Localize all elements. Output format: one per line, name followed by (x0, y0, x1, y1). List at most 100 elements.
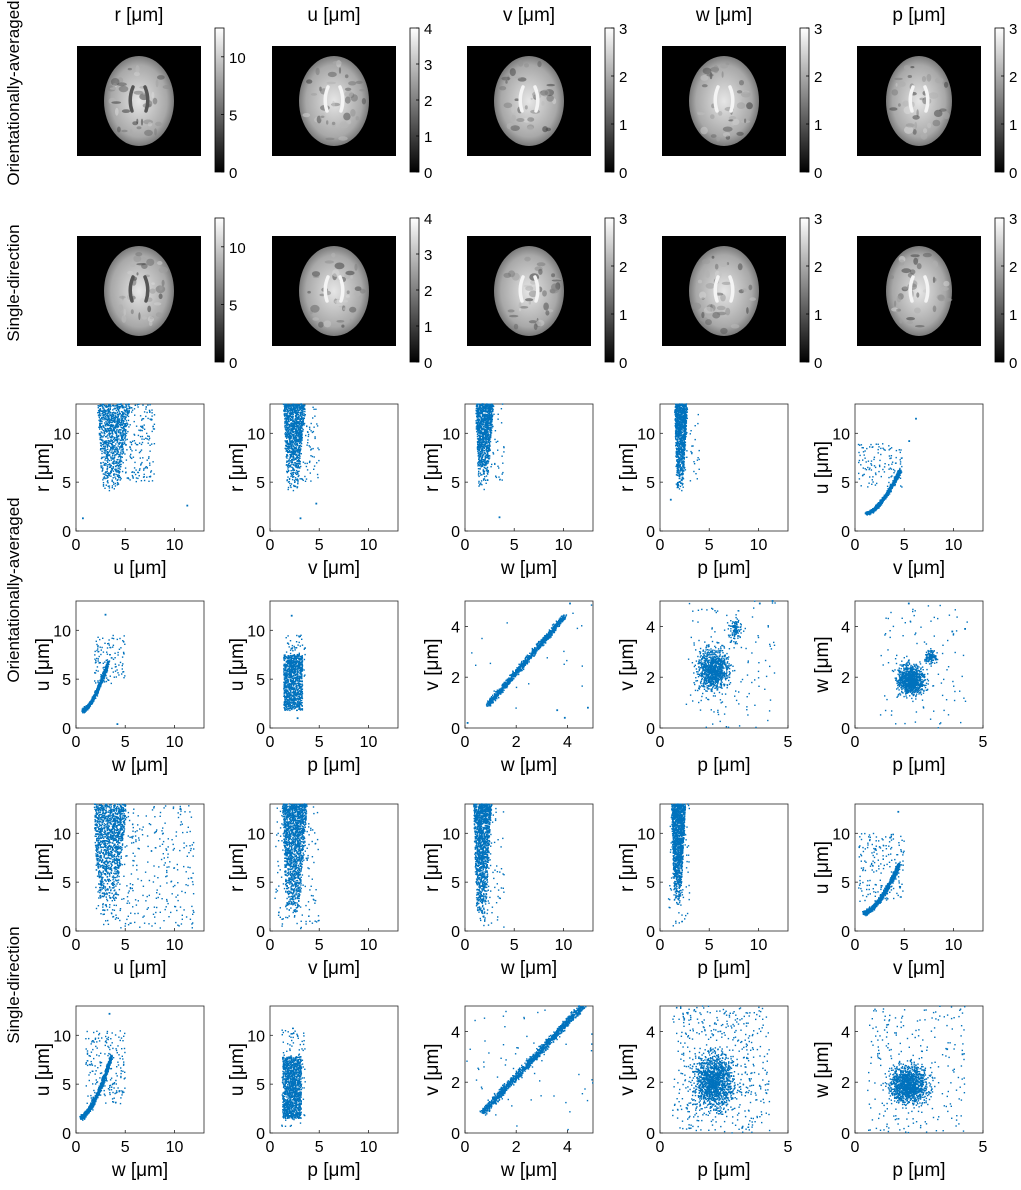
scatter-point (679, 407, 680, 408)
x-axis-label: w [μm] (500, 558, 557, 579)
scatter-point (478, 485, 479, 486)
scatter-point (684, 467, 685, 468)
scatter-point (697, 460, 698, 461)
scatter-point (682, 444, 683, 445)
scatter-point (106, 457, 107, 458)
scatter-point (300, 438, 301, 439)
colorbar-tick-label: 5 (229, 107, 237, 124)
scatter-point (104, 478, 105, 479)
scatter-point (108, 459, 109, 460)
scatter-point (124, 433, 125, 434)
scatter-point (687, 411, 688, 412)
scatter-point (125, 472, 126, 473)
scatter-point (481, 444, 482, 445)
scatter-point (484, 414, 485, 415)
scatter-point (107, 415, 108, 416)
scatter-point (485, 444, 486, 445)
x-tick-label: 0 (656, 537, 665, 554)
scatter-point (492, 452, 493, 453)
scatter-point (480, 424, 481, 425)
scatter-point (119, 407, 120, 408)
scatter-point (503, 451, 504, 452)
scatter-point (479, 425, 480, 426)
scatter-point (679, 481, 680, 482)
scatter-point (482, 435, 483, 436)
scatter-point (126, 449, 127, 450)
scatter-point (154, 443, 155, 444)
scatter-point (676, 444, 677, 445)
scatter-point (135, 405, 136, 406)
colorbar-tick-label: 1 (814, 307, 822, 324)
scatter-point (102, 468, 103, 469)
scatter-point (312, 456, 313, 457)
scatter-point (116, 423, 117, 424)
scatter-point (111, 420, 112, 421)
parameter-map-single-3 (662, 236, 786, 346)
scatter-point (477, 405, 478, 406)
scatter-point (494, 439, 495, 440)
scatter-point (298, 441, 299, 442)
scatter-point (679, 441, 680, 442)
scatter-point (297, 478, 298, 479)
scatter-point (502, 473, 503, 474)
scatter-point (476, 422, 477, 423)
scatter-point (478, 435, 479, 436)
scatter-point (132, 441, 133, 442)
scatter-point (140, 415, 141, 416)
scatter-point (134, 434, 135, 435)
scatter-point (304, 463, 305, 464)
scatter-point (288, 449, 289, 450)
scatter-point (298, 476, 299, 477)
scatter-point (97, 412, 98, 413)
scatter-point (138, 430, 139, 431)
scatter-point (103, 435, 104, 436)
scatter-point (112, 418, 113, 419)
scatter-point (316, 423, 317, 424)
scatter-point (118, 410, 119, 411)
scatter-point (112, 426, 113, 427)
scatter-point (119, 467, 120, 468)
scatter-point (103, 415, 104, 416)
scatter-point (102, 436, 103, 437)
scatter-point (299, 407, 300, 408)
x-axis-label: p [μm] (697, 558, 750, 579)
scatter-point (130, 457, 131, 458)
scatter-point (489, 413, 490, 414)
scatter-point (292, 448, 293, 449)
scatter-point (286, 423, 287, 424)
scatter-point (136, 477, 137, 478)
scatter-point (110, 466, 111, 467)
scatter-point (682, 411, 683, 412)
scatter-point (137, 404, 138, 405)
scatter-point (135, 469, 136, 470)
scatter-point (296, 405, 297, 406)
scatter-point (146, 406, 147, 407)
scatter-point (681, 455, 682, 456)
scatter-point (140, 430, 141, 431)
scatter-point (141, 444, 142, 445)
x-tick-label: 10 (750, 537, 768, 554)
scatter-point (107, 449, 108, 450)
scatter-point (121, 417, 122, 418)
scatter-point (113, 412, 114, 413)
scatter-point (487, 450, 488, 451)
colorbar-tick-label: 1 (814, 117, 822, 134)
scatter-point (109, 455, 110, 456)
colorbar-tick-label: 3 (1009, 21, 1017, 38)
scatter-point (125, 429, 126, 430)
scatter-point (100, 420, 101, 421)
colorbar-tick-label: 3 (1009, 211, 1017, 228)
scatter-point (120, 460, 121, 461)
scatter-point (286, 460, 287, 461)
scatter-point (99, 413, 100, 414)
scatter-point (682, 409, 683, 410)
scatter-point (677, 482, 678, 483)
scatter-point (129, 479, 130, 480)
scatter-point (149, 445, 150, 446)
scatter-point (501, 456, 502, 457)
scatter-point (109, 490, 110, 491)
scatter-point (682, 440, 683, 441)
scatter-point (287, 425, 288, 426)
scatter-point (147, 460, 148, 461)
scatter-point (108, 474, 109, 475)
